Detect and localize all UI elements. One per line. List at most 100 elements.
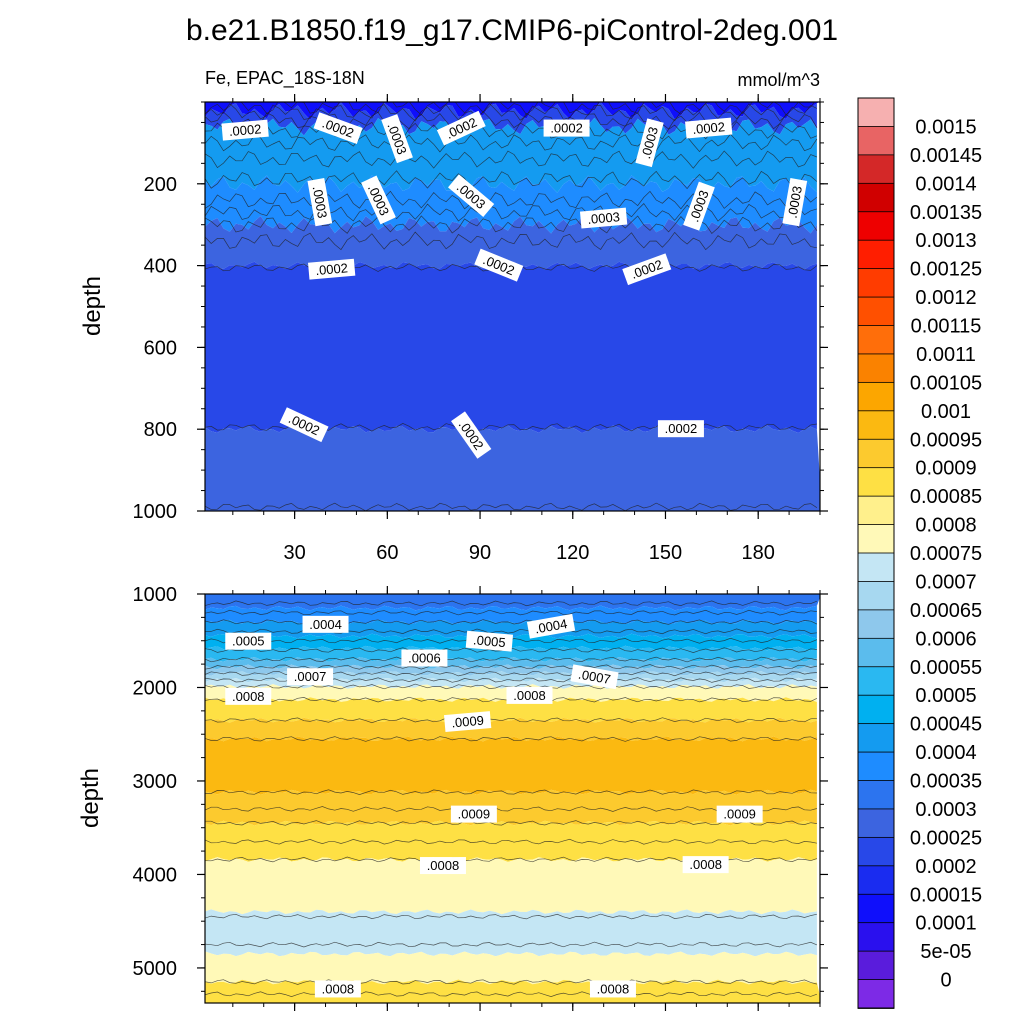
panel1-contour-line-6: [205, 656, 817, 663]
svg-text:.0008: .0008: [427, 858, 460, 873]
panel0-contour-label-0: .0002: [221, 119, 269, 141]
svg-text:.0007: .0007: [577, 666, 612, 686]
colorbar-swatch-22: [857, 723, 895, 753]
units-label: mmol/m^3: [738, 70, 820, 90]
panel1-contour-line-20: [205, 941, 818, 948]
colorbar-label-11: 0.00095: [910, 429, 982, 451]
panel1-contour-label-14: .0008: [314, 980, 361, 998]
panel1-band-16: [205, 909, 817, 957]
colorbar-label-15: 0.00075: [910, 543, 982, 565]
panel1-contour-line-1: [205, 609, 817, 616]
panel1-band-5: [205, 657, 817, 670]
panel1-contour-line-7: [205, 664, 817, 670]
panel1-band-10: [205, 697, 817, 723]
colorbar-swatch-4: [857, 211, 895, 242]
panel1-ytick-label-4: 5000: [133, 958, 178, 980]
panel1-contour-line-12: [205, 717, 817, 724]
panel1-contour-label-13: .0008: [682, 856, 729, 874]
panel0-contour-line-13: [205, 502, 818, 511]
panel1-contour-label-2: .0005: [225, 632, 272, 650]
panel1-band-7: [205, 671, 817, 683]
panel0-ytick-label-4: 1000: [133, 501, 178, 523]
panel0-contour-label-13: .0002: [308, 258, 356, 280]
colorbar-label-17: 0.00065: [910, 600, 982, 622]
svg-text:.0002: .0002: [692, 119, 726, 137]
panel1-band-15: [205, 857, 817, 915]
svg-text:.0002: .0002: [665, 421, 698, 436]
svg-text:.0007: .0007: [294, 669, 327, 684]
colorbar-swatch-30: [857, 950, 895, 981]
panel1-contour-label-9: .0009: [443, 711, 492, 733]
panel0-band-5: [205, 261, 817, 434]
colorbar-swatch-1: [857, 126, 895, 156]
colorbar-label-0: 0.0015: [915, 116, 976, 138]
colorbar-label-10: 0.001: [921, 401, 971, 423]
panel1-frame: [204, 593, 821, 1004]
svg-text:.0006: .0006: [408, 651, 441, 666]
colorbar-label-3: 0.00135: [910, 202, 982, 224]
panel1-band-11: [205, 717, 817, 742]
colorbar-label-30: 0: [940, 970, 951, 992]
colorbar-swatch-10: [857, 381, 895, 412]
svg-text:.0003: .0003: [785, 185, 805, 220]
panel1-band-0: [205, 594, 820, 611]
panel1-contour-line-17: [205, 838, 817, 845]
svg-text:.0005: .0005: [473, 632, 507, 650]
colorbar-swatch-25: [857, 808, 895, 839]
colorbar-swatch-16: [857, 552, 895, 583]
panel0-contour-label-12: .0003: [782, 177, 808, 227]
svg-text:.0003: .0003: [310, 185, 330, 220]
panel1-contour-label-1: .0004: [526, 613, 576, 639]
variable-label: Fe, EPAC_18S-18N: [205, 68, 365, 89]
xtick-label-5: 180: [742, 542, 775, 564]
panel1-contour-line-19: [205, 913, 817, 920]
colorbar-swatch-31: [857, 979, 895, 1009]
panel1-contour-line-15: [205, 806, 817, 812]
panel1-band-17: [205, 951, 817, 985]
panel0-contour-line-7: [205, 190, 818, 210]
colorbar-label-24: 0.0003: [915, 799, 976, 821]
panel1-contour-line-0: [205, 600, 818, 607]
colorbar-swatch-12: [857, 438, 895, 469]
colorbar-swatch-3: [857, 182, 895, 213]
colorbar-swatch-21: [857, 694, 895, 725]
colorbar-swatch-13: [857, 467, 895, 498]
colorbar-label-19: 0.00055: [910, 657, 982, 679]
panel0-contour-label-11: .0003: [683, 181, 715, 231]
svg-text:.0008: .0008: [597, 981, 630, 996]
svg-text:.0002: .0002: [550, 121, 583, 136]
svg-text:.0002: .0002: [228, 121, 262, 139]
colorbar-label-4: 0.0013: [915, 230, 976, 252]
panel0-ytick-label-1: 400: [144, 256, 177, 278]
colorbar-label-5: 0.00125: [910, 259, 982, 281]
panel1-contour-label-10: .0009: [450, 805, 497, 823]
colorbar-swatch-9: [857, 353, 895, 384]
panel1-contour-label-5: .0007: [287, 668, 334, 686]
colorbar-swatch-27: [857, 865, 895, 896]
panel0-contour-line-6: [205, 170, 818, 190]
svg-text:.0004: .0004: [534, 616, 569, 636]
colorbar-swatch-24: [857, 780, 895, 810]
panel1-contour-label-8: .0008: [506, 686, 553, 704]
colorbar-label-8: 0.0011: [916, 344, 976, 366]
colorbar-swatch-19: [857, 637, 895, 668]
upper-ylabel: depth: [79, 276, 106, 336]
colorbar-label-12: 0.0009: [915, 458, 976, 480]
panel0-ytick-label-0: 200: [144, 174, 177, 196]
panel1-band-13: [205, 789, 817, 826]
panel1-band-4: [205, 645, 817, 662]
panel0-band-1: [205, 102, 817, 136]
lower-ylabel: depth: [77, 768, 104, 828]
panel0-contour-label-5: .0003: [635, 118, 664, 168]
panel1-contour-label-11: .0009: [716, 805, 763, 823]
colorbar-label-13: 0.00085: [910, 486, 982, 508]
colorbar-label-14: 0.0008: [915, 515, 976, 537]
lower-panel: .0004 .0004 .0005 .0005 .0006 .0007 .0007 .0008…: [133, 584, 828, 1011]
colorbar-swatch-15: [857, 524, 895, 554]
panel1-contour-label-0: .0004: [302, 615, 349, 633]
colorbar-label-2: 0.0014: [915, 173, 976, 195]
svg-text:.0002: .0002: [315, 260, 349, 278]
xtick-label-4: 150: [649, 542, 682, 564]
panel0-contour-line-10: [205, 231, 817, 251]
xtick-label-3: 120: [556, 542, 589, 564]
